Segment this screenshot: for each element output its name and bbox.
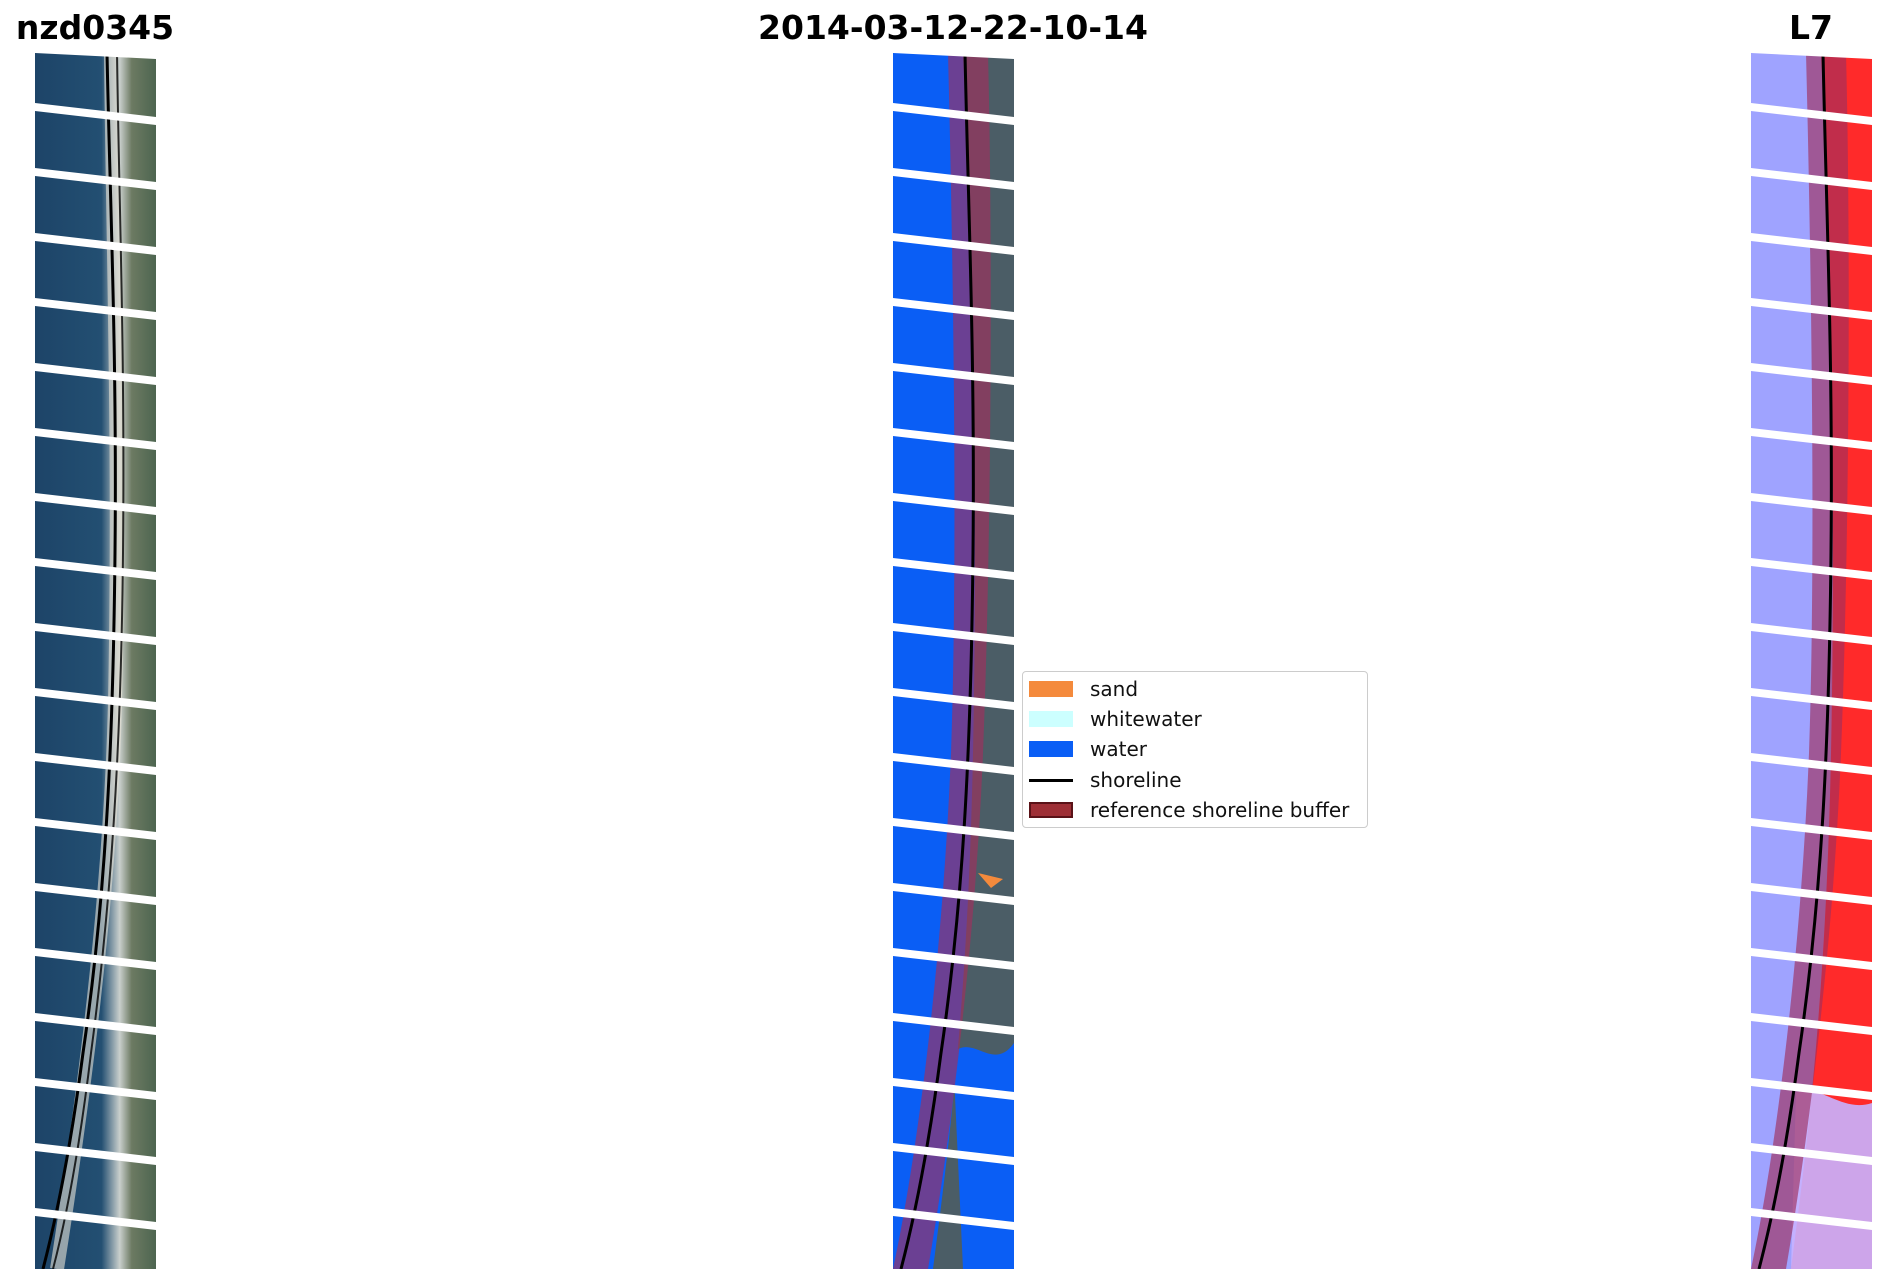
legend-label: shoreline — [1090, 768, 1182, 792]
reference-buffer — [893, 53, 991, 1269]
scan-gap-stripe — [35, 298, 156, 320]
shoreline-line — [41, 53, 117, 1269]
scan-gap-stripe — [1751, 428, 1872, 450]
scan-gap-stripe — [35, 363, 156, 385]
scan-gap-stripe — [893, 298, 1014, 320]
scan-gap-stripe — [35, 883, 156, 905]
scan-gap-stripe — [35, 558, 156, 580]
scan-gaps — [35, 53, 156, 1230]
scan-gap-stripe — [1751, 948, 1872, 970]
scan-gap-stripe — [893, 1013, 1014, 1035]
scan-gap-stripe — [35, 688, 156, 710]
legend-item-water: water — [1029, 734, 1147, 764]
scan-gap-stripe — [1751, 688, 1872, 710]
scan-gap-stripe — [893, 688, 1014, 710]
scan-gap-stripe — [893, 53, 1014, 59]
rgb-image — [35, 53, 156, 1269]
buffer-swatch — [1029, 802, 1073, 818]
scan-gap-stripe — [893, 168, 1014, 190]
scan-gap-stripe — [35, 818, 156, 840]
scan-gap-stripe — [35, 1143, 156, 1165]
water-swatch — [1029, 741, 1073, 757]
scan-gap-stripe — [1751, 1078, 1872, 1100]
legend-item-whitewater: whitewater — [1029, 704, 1202, 734]
sand-swatch — [1029, 681, 1073, 697]
legend-label: whitewater — [1090, 707, 1202, 731]
scan-gap-stripe — [1751, 753, 1872, 775]
scan-gap-stripe — [893, 1208, 1014, 1230]
scan-gaps — [1751, 53, 1872, 1230]
scan-gap-stripe — [35, 1078, 156, 1100]
scan-gap-stripe — [35, 53, 156, 59]
scan-gap-stripe — [1751, 1208, 1872, 1230]
scan-gap-stripe — [35, 428, 156, 450]
scan-gap-stripe — [35, 753, 156, 775]
scan-gap-stripe — [893, 558, 1014, 580]
scan-gap-stripe — [35, 623, 156, 645]
legend-label: water — [1090, 737, 1147, 761]
scan-gap-stripe — [35, 493, 156, 515]
scan-gap-stripe — [893, 623, 1014, 645]
scan-gap-stripe — [1751, 298, 1872, 320]
rgb-panel-title: nzd0345 — [15, 8, 175, 47]
scan-gap-stripe — [893, 103, 1014, 125]
mndwi-image — [1751, 53, 1872, 1269]
scan-gap-stripe — [893, 233, 1014, 255]
scan-gap-stripe — [1751, 53, 1872, 59]
scan-gap-stripe — [1751, 233, 1872, 255]
legend: sand whitewater water shoreline referenc… — [1022, 671, 1368, 828]
scan-gap-stripe — [1751, 1143, 1872, 1165]
scan-gap-stripe — [893, 363, 1014, 385]
whitewater-swatch — [1029, 711, 1073, 727]
satellite-title: L7 — [1789, 8, 1833, 47]
scan-gap-stripe — [1751, 818, 1872, 840]
scan-gap-stripe — [35, 948, 156, 970]
figure-title: 2014-03-12-22-10-14 — [758, 8, 1148, 47]
reference-buffer — [1751, 53, 1849, 1269]
shoreline-line — [1757, 53, 1833, 1269]
scan-gap-stripe — [1751, 623, 1872, 645]
scan-gap-stripe — [893, 428, 1014, 450]
scan-gap-stripe — [893, 883, 1014, 905]
shoreline-swatch — [1029, 778, 1073, 782]
scan-gap-stripe — [1751, 1013, 1872, 1035]
scan-gap-stripe — [893, 948, 1014, 970]
scan-gap-stripe — [893, 493, 1014, 515]
scan-gap-stripe — [35, 233, 156, 255]
scan-gap-stripe — [893, 1078, 1014, 1100]
legend-label: reference shoreline buffer — [1090, 798, 1350, 822]
shoreline-line — [899, 53, 975, 1269]
scan-gap-stripe — [893, 753, 1014, 775]
scan-gap-stripe — [35, 168, 156, 190]
legend-item-sand: sand — [1029, 674, 1138, 704]
scan-gap-stripe — [35, 103, 156, 125]
scan-gap-stripe — [1751, 493, 1872, 515]
legend-label: sand — [1090, 677, 1139, 701]
scan-gap-stripe — [1751, 558, 1872, 580]
legend-item-buffer: reference shoreline buffer — [1029, 795, 1349, 825]
scan-gap-stripe — [893, 1143, 1014, 1165]
scan-gap-stripe — [1751, 168, 1872, 190]
legend-item-shoreline: shoreline — [1029, 765, 1182, 795]
scan-gap-stripe — [1751, 103, 1872, 125]
scan-gap-stripe — [35, 1208, 156, 1230]
scan-gap-stripe — [1751, 363, 1872, 385]
scan-gap-stripe — [1751, 883, 1872, 905]
scan-gap-stripe — [893, 818, 1014, 840]
classified-image — [893, 53, 1014, 1269]
scan-gap-stripe — [35, 1013, 156, 1035]
scan-gaps — [893, 53, 1014, 1230]
